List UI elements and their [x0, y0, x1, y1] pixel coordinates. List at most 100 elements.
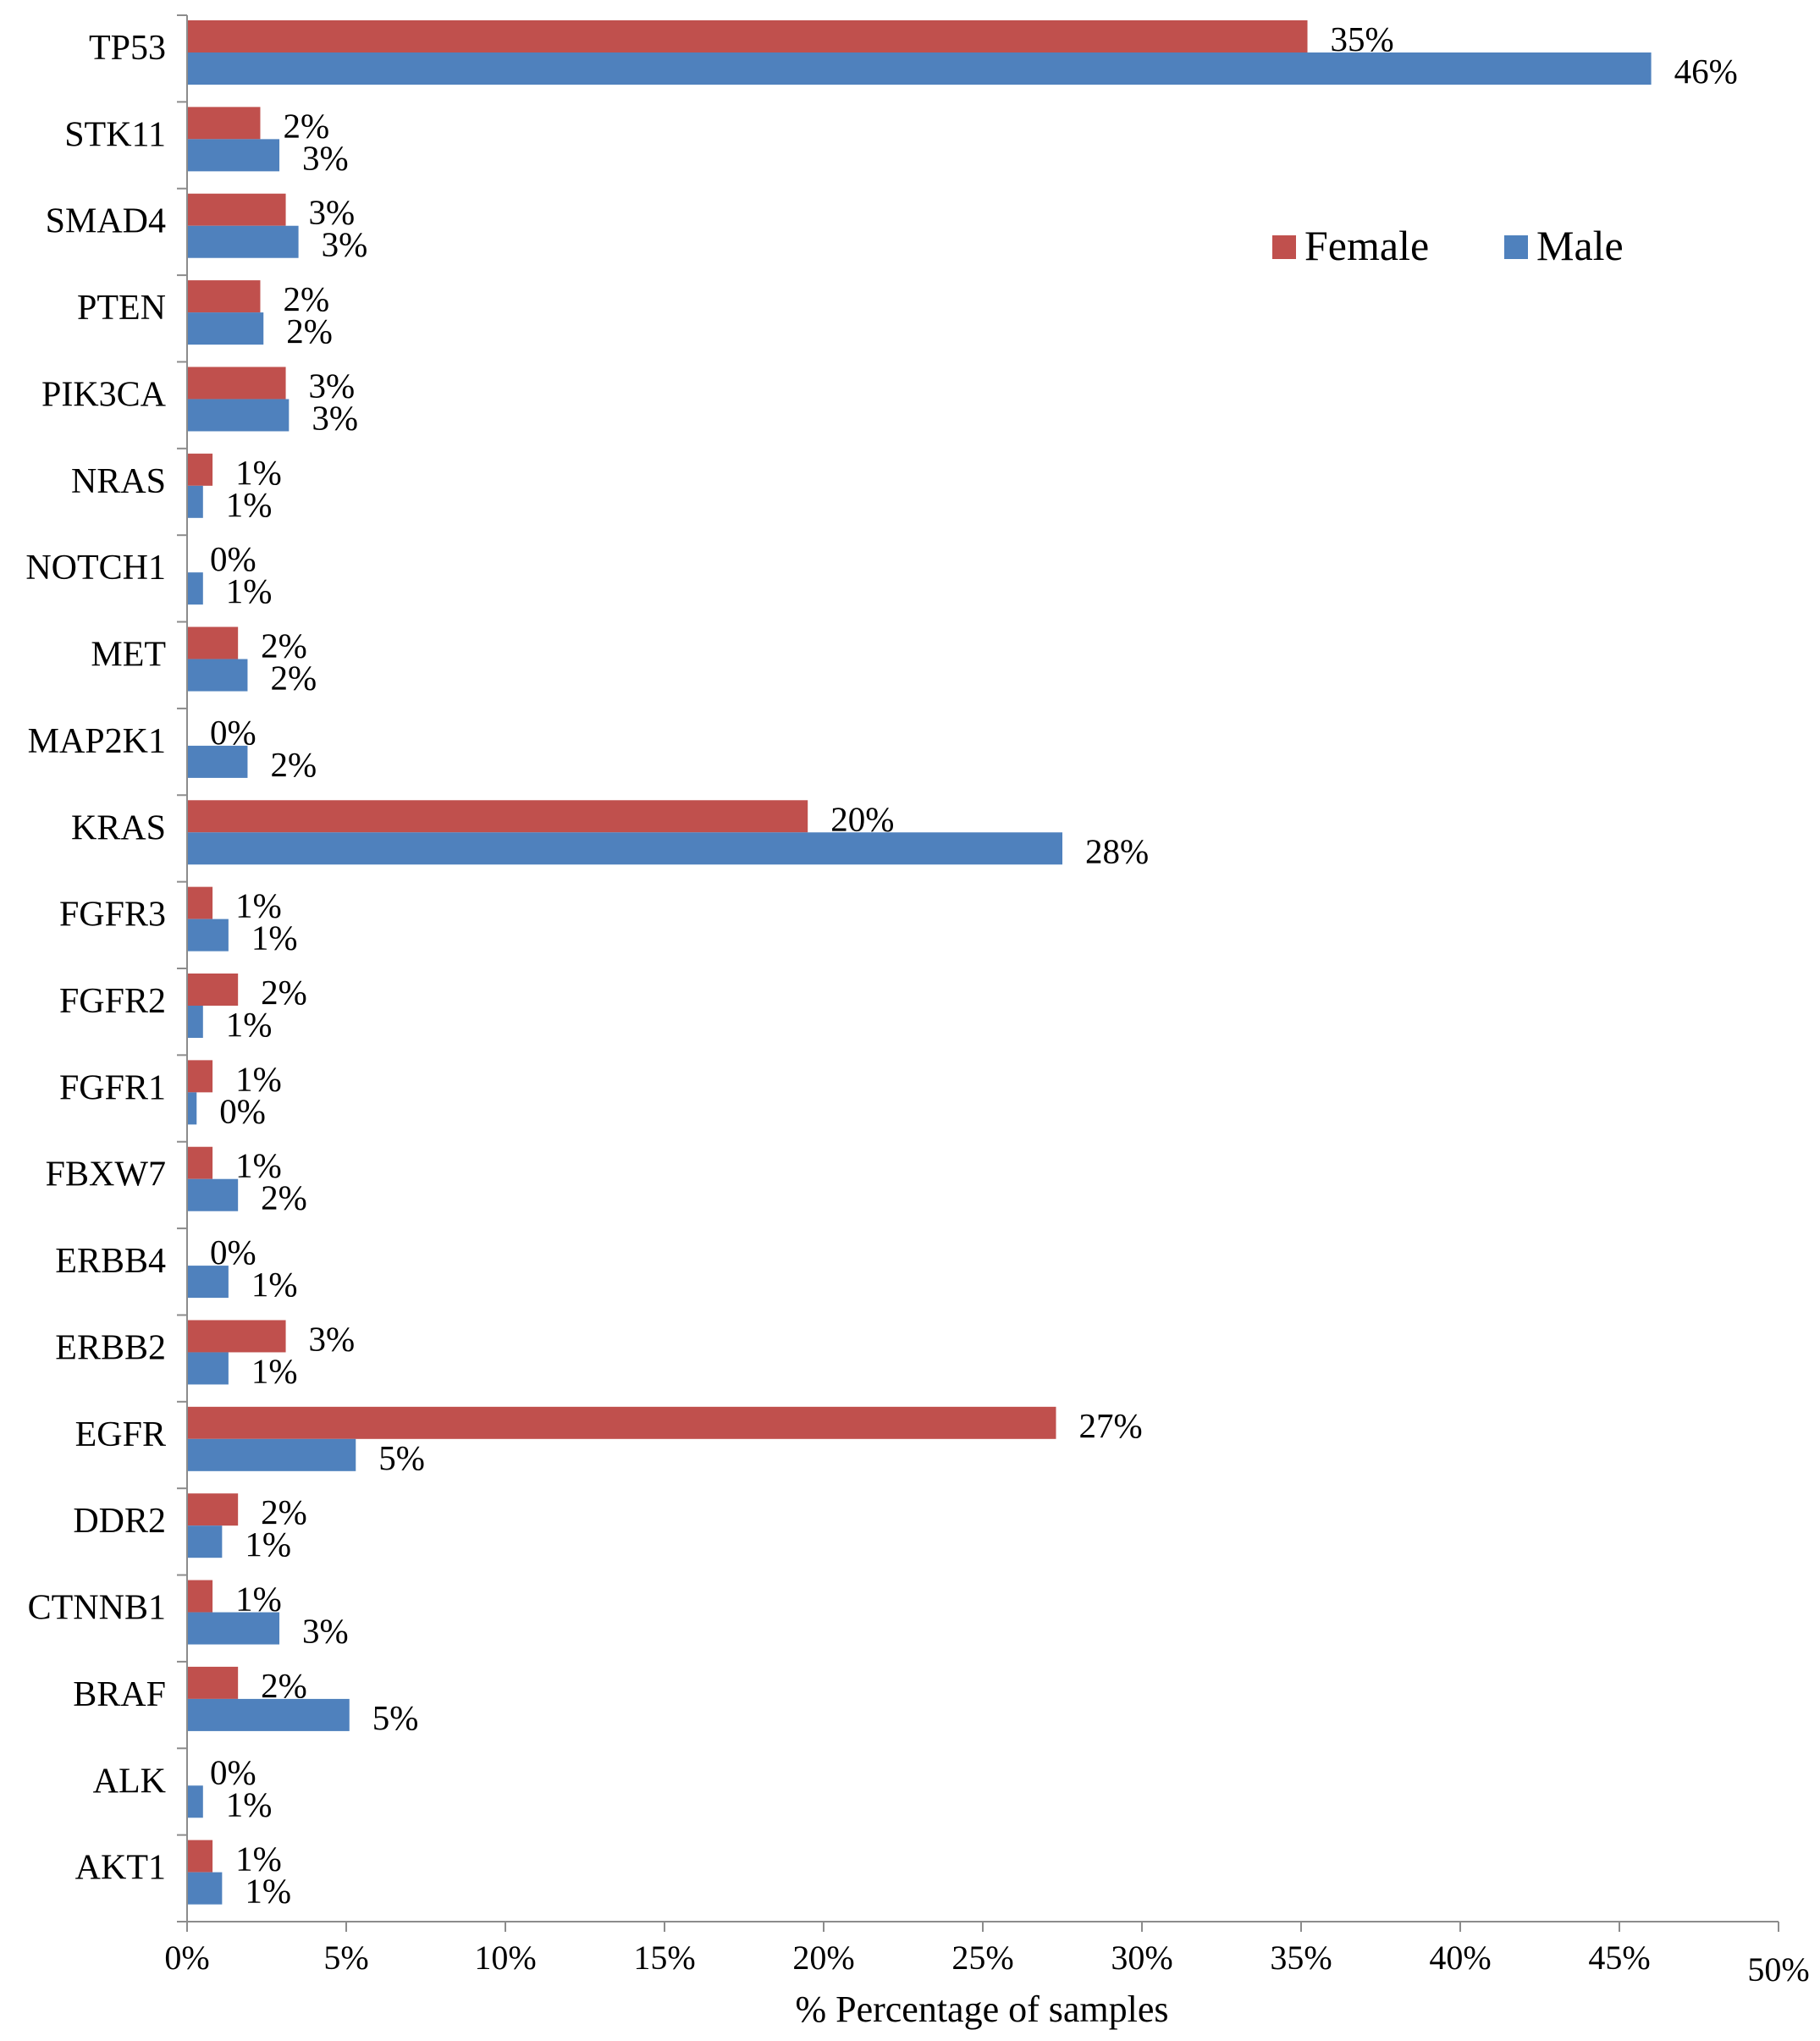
x-tick-label: 30%: [1111, 1939, 1172, 1977]
data-label-female: 35%: [1331, 19, 1394, 58]
data-label-female: 2%: [261, 973, 307, 1012]
data-label-male: 2%: [270, 659, 317, 698]
x-tick-label: 15%: [633, 1939, 695, 1977]
data-label-male: 2%: [286, 312, 333, 350]
category-label: PTEN: [77, 289, 166, 328]
data-label-female: 0%: [210, 539, 256, 578]
data-label-male: 2%: [270, 745, 317, 784]
legend-swatch-male: [1504, 235, 1528, 259]
data-label-female: 1%: [235, 1580, 282, 1619]
category-label: TP53: [89, 29, 166, 68]
data-label-male: 5%: [378, 1438, 425, 1477]
x-tick-label: 10%: [474, 1939, 536, 1977]
data-label-male: 3%: [322, 225, 368, 264]
bar-male: [187, 918, 229, 952]
bar-female: [187, 1493, 239, 1526]
legend-label-female: Female: [1304, 222, 1429, 269]
data-label-male: 1%: [226, 571, 273, 610]
x-tick-label: 40%: [1429, 1939, 1491, 1977]
bars: [187, 20, 1652, 1905]
bar-female: [187, 453, 213, 486]
data-label-female: 2%: [261, 1666, 307, 1705]
x-tick-label: 5%: [323, 1939, 368, 1977]
data-label-female: 1%: [235, 1059, 282, 1098]
category-label: BRAF: [73, 1675, 166, 1714]
bar-female: [187, 1146, 213, 1179]
data-label-female: 0%: [210, 713, 256, 752]
category-label: NRAS: [71, 462, 166, 501]
category-label: FGFR1: [59, 1068, 166, 1107]
data-label-female: 0%: [210, 1752, 256, 1791]
data-label-male: 1%: [226, 1784, 273, 1823]
axes: [177, 14, 1779, 1932]
category-label: FGFR3: [59, 896, 166, 935]
data-label-female: 2%: [283, 106, 329, 145]
data-label-female: 0%: [210, 1233, 256, 1271]
data-label-male: 0%: [219, 1091, 266, 1130]
bar-male: [187, 399, 290, 432]
category-label: SMAD4: [46, 202, 166, 241]
bar-male: [187, 312, 264, 345]
data-label-male: 1%: [245, 1525, 291, 1564]
bar-male: [187, 659, 248, 692]
bar-female: [187, 1060, 213, 1093]
bar-male: [187, 1092, 197, 1125]
bar-female: [187, 1406, 1056, 1439]
data-label-male: 5%: [372, 1698, 419, 1737]
data-label-male: 28%: [1085, 831, 1149, 870]
data-label-male: 3%: [302, 1612, 349, 1651]
data-label-male: 1%: [251, 918, 298, 957]
bar-male: [187, 1006, 203, 1038]
legend-label-male: Male: [1536, 222, 1624, 269]
bar-male: [187, 485, 203, 518]
bar-female: [187, 886, 213, 919]
x-tick-label: 0%: [164, 1939, 209, 1977]
category-label: STK11: [64, 115, 166, 154]
data-label-female: 1%: [235, 453, 282, 492]
bar-female: [187, 1840, 213, 1873]
bar-female: [187, 367, 286, 400]
bar-female: [187, 800, 808, 833]
category-label: ALK: [93, 1762, 166, 1801]
bar-female: [187, 1666, 239, 1699]
bar-female: [187, 626, 239, 659]
legend-swatch-female: [1272, 235, 1296, 259]
data-label-female: 1%: [235, 1146, 282, 1185]
bar-female: [187, 107, 261, 140]
x-tick-label: 35%: [1270, 1939, 1332, 1977]
data-label-male: 46%: [1674, 52, 1738, 91]
category-label: PIK3CA: [41, 375, 167, 414]
category-label: MET: [91, 636, 166, 675]
bar-female: [187, 193, 286, 226]
category-label: FGFR2: [59, 982, 166, 1021]
bar-male: [187, 139, 280, 172]
category-label: AKT1: [75, 1849, 166, 1888]
category-label: FBXW7: [46, 1156, 166, 1194]
x-tick-label: 50%: [1747, 1950, 1809, 1989]
data-label-female: 3%: [309, 366, 356, 405]
x-tick-label: 25%: [951, 1939, 1013, 1977]
bar-male: [187, 745, 248, 778]
data-label-male: 1%: [251, 1265, 298, 1304]
category-label: DDR2: [73, 1502, 166, 1541]
category-label: NOTCH1: [25, 549, 166, 587]
data-label-female: 3%: [309, 1319, 356, 1358]
x-tick-label: 20%: [792, 1939, 854, 1977]
bar-male: [187, 832, 1062, 865]
category-label: CTNNB1: [28, 1589, 166, 1628]
data-label-female: 1%: [235, 1840, 282, 1878]
data-label-male: 2%: [261, 1178, 307, 1217]
bar-male: [187, 52, 1652, 85]
data-label-male: 3%: [312, 398, 358, 437]
data-label-female: 2%: [261, 626, 307, 665]
x-tick-label: 45%: [1588, 1939, 1650, 1977]
bar-male: [187, 1785, 203, 1818]
bar-male: [187, 1698, 350, 1731]
category-label: EGFR: [75, 1415, 166, 1454]
data-label-female: 27%: [1078, 1406, 1142, 1445]
bar-male: [187, 1352, 229, 1385]
category-label: ERBB2: [55, 1328, 166, 1367]
labels: TP53 35%46%STK11 2%3%SMAD4 3%3%PTEN 2%2%PIK3…: [25, 19, 1809, 1989]
data-label-male: 1%: [251, 1351, 298, 1390]
data-label-female: 2%: [283, 279, 329, 318]
